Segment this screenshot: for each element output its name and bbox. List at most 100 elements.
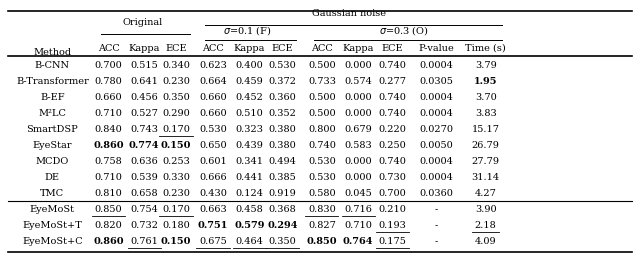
Text: 0.0305: 0.0305: [419, 77, 453, 86]
Text: 0.290: 0.290: [162, 109, 190, 118]
Text: 0.352: 0.352: [268, 109, 296, 118]
Text: 0.530: 0.530: [308, 157, 336, 166]
Text: 0.515: 0.515: [131, 61, 158, 70]
Text: 0.774: 0.774: [129, 141, 159, 150]
Text: 0.0360: 0.0360: [419, 189, 453, 198]
Text: 0.170: 0.170: [162, 205, 190, 214]
Text: 0.623: 0.623: [199, 61, 227, 70]
Text: 0.658: 0.658: [131, 189, 158, 198]
Text: 0.340: 0.340: [162, 61, 190, 70]
Text: 0.230: 0.230: [162, 189, 190, 198]
Text: EyeStar: EyeStar: [33, 141, 72, 150]
Text: 0.500: 0.500: [308, 109, 336, 118]
Text: ECE: ECE: [382, 43, 403, 52]
Text: 0.664: 0.664: [199, 77, 227, 86]
Text: 0.764: 0.764: [343, 237, 374, 246]
Text: 26.79: 26.79: [472, 141, 500, 150]
Text: 0.574: 0.574: [344, 77, 372, 86]
Text: 2.18: 2.18: [475, 221, 497, 230]
Text: 0.220: 0.220: [379, 125, 406, 134]
Text: 0.530: 0.530: [308, 173, 336, 182]
Text: B-EF: B-EF: [40, 93, 65, 102]
Text: MCDO: MCDO: [36, 157, 69, 166]
Text: 0.000: 0.000: [344, 93, 372, 102]
Text: EyeMoSt+T: EyeMoSt+T: [22, 221, 83, 230]
Text: 0.820: 0.820: [95, 221, 122, 230]
Text: 0.175: 0.175: [379, 237, 406, 246]
Text: 0.439: 0.439: [236, 141, 263, 150]
Text: 0.663: 0.663: [199, 205, 227, 214]
Text: 0.740: 0.740: [379, 109, 406, 118]
Text: 4.09: 4.09: [475, 237, 497, 246]
Text: 0.380: 0.380: [269, 141, 296, 150]
Text: 0.850: 0.850: [307, 237, 337, 246]
Text: 0.716: 0.716: [344, 205, 372, 214]
Text: 0.294: 0.294: [267, 221, 298, 230]
Text: 0.700: 0.700: [95, 61, 122, 70]
Text: 0.751: 0.751: [198, 221, 228, 230]
Text: 0.323: 0.323: [236, 125, 263, 134]
Text: 0.330: 0.330: [162, 173, 190, 182]
Text: 0.758: 0.758: [95, 157, 122, 166]
Text: 0.860: 0.860: [93, 237, 124, 246]
Text: 0.636: 0.636: [131, 157, 158, 166]
Text: 3.83: 3.83: [475, 109, 497, 118]
Text: Kappa: Kappa: [342, 43, 374, 52]
Text: $\sigma$=0.1 (F): $\sigma$=0.1 (F): [223, 25, 272, 37]
Text: 0.583: 0.583: [344, 141, 372, 150]
Text: 0.350: 0.350: [162, 93, 190, 102]
Text: 0.919: 0.919: [269, 189, 296, 198]
Text: Time (s): Time (s): [465, 43, 506, 52]
Text: 0.810: 0.810: [95, 189, 122, 198]
Text: 0.732: 0.732: [130, 221, 158, 230]
Text: 0.539: 0.539: [131, 173, 158, 182]
Text: Gaussian noise: Gaussian noise: [312, 9, 387, 18]
Text: 0.500: 0.500: [308, 61, 336, 70]
Text: 0.850: 0.850: [95, 205, 122, 214]
Text: 0.464: 0.464: [236, 237, 263, 246]
Text: ECE: ECE: [271, 43, 293, 52]
Text: B-CNN: B-CNN: [35, 61, 70, 70]
Text: 0.368: 0.368: [269, 205, 296, 214]
Text: SmartDSP: SmartDSP: [26, 125, 78, 134]
Text: -: -: [435, 237, 438, 246]
Text: 0.700: 0.700: [379, 189, 406, 198]
Text: 0.0004: 0.0004: [419, 61, 453, 70]
Text: 0.780: 0.780: [95, 77, 122, 86]
Text: 3.90: 3.90: [475, 205, 497, 214]
Text: 0.250: 0.250: [379, 141, 406, 150]
Text: M²LC: M²LC: [38, 109, 67, 118]
Text: 0.641: 0.641: [130, 77, 158, 86]
Text: 0.601: 0.601: [199, 157, 227, 166]
Text: 0.0004: 0.0004: [419, 93, 453, 102]
Text: Method: Method: [33, 48, 72, 57]
Text: 0.579: 0.579: [234, 221, 264, 230]
Text: 15.17: 15.17: [472, 125, 500, 134]
Text: 0.150: 0.150: [161, 237, 191, 246]
Text: 0.350: 0.350: [269, 237, 296, 246]
Text: 0.458: 0.458: [236, 205, 263, 214]
Text: 1.95: 1.95: [474, 77, 497, 86]
Text: 0.527: 0.527: [130, 109, 158, 118]
Text: 0.045: 0.045: [344, 189, 372, 198]
Text: Kappa: Kappa: [129, 43, 160, 52]
Text: DE: DE: [45, 173, 60, 182]
Text: 0.580: 0.580: [308, 189, 336, 198]
Text: 0.675: 0.675: [199, 237, 227, 246]
Text: 0.253: 0.253: [162, 157, 190, 166]
Text: EyeMoSt: EyeMoSt: [30, 205, 75, 214]
Text: 0.0004: 0.0004: [419, 157, 453, 166]
Text: 0.341: 0.341: [236, 157, 263, 166]
Text: 0.000: 0.000: [344, 61, 372, 70]
Text: 0.761: 0.761: [130, 237, 158, 246]
Text: 0.210: 0.210: [379, 205, 406, 214]
Text: 0.456: 0.456: [131, 93, 158, 102]
Text: 4.27: 4.27: [475, 189, 497, 198]
Text: 0.000: 0.000: [344, 173, 372, 182]
Text: 0.743: 0.743: [130, 125, 158, 134]
Text: 0.400: 0.400: [236, 61, 263, 70]
Text: 0.150: 0.150: [161, 141, 191, 150]
Text: -: -: [435, 205, 438, 214]
Text: 0.740: 0.740: [379, 61, 406, 70]
Text: B-Transformer: B-Transformer: [16, 77, 89, 86]
